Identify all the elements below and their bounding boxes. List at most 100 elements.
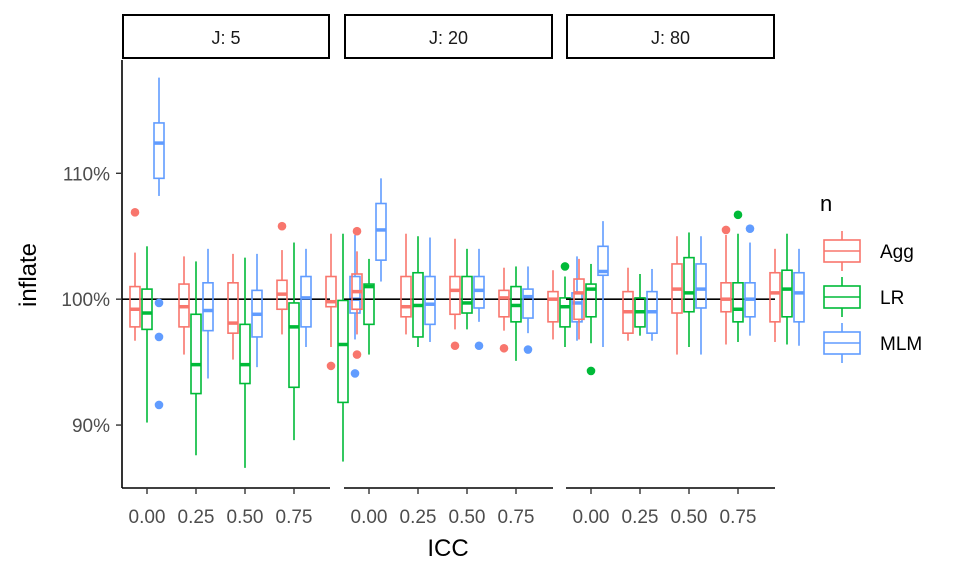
facet-strip: [122, 14, 330, 59]
box-iqr: [573, 278, 585, 321]
box-mlm: [646, 268, 658, 341]
outlier-point: [450, 341, 460, 351]
x-tick-label: 0.25: [178, 507, 215, 528]
box-agg: [351, 226, 363, 359]
box-iqr: [683, 256, 695, 313]
x-tick-label: 0.00: [351, 507, 388, 528]
legend-label: Agg: [880, 242, 914, 263]
outlier-point: [350, 369, 360, 378]
box-mlm: [251, 253, 263, 368]
x-tick-label: 0.75: [276, 507, 313, 528]
box-iqr: [585, 283, 597, 318]
x-tick-label: 0.25: [400, 507, 437, 528]
outlier-point: [130, 208, 140, 217]
box-iqr: [202, 282, 214, 332]
box-lr: [190, 261, 202, 456]
box-lr: [461, 248, 473, 330]
x-tick-label: 0.75: [720, 507, 757, 528]
box-iqr: [141, 288, 153, 331]
outlier-point: [154, 332, 164, 342]
x-tick-label: 0.00: [573, 507, 610, 528]
box-mlm: [793, 248, 805, 346]
box-iqr: [325, 275, 337, 308]
x-axis-panel-3: 0.00 0.25 0.50 0.75: [566, 487, 775, 528]
box-agg: [498, 267, 510, 353]
box-mlm: [473, 248, 485, 351]
outlier-point: [499, 343, 509, 353]
panels-layer: J: 5 J: 20 J: 80: [122, 14, 805, 468]
y-axis-title: inflate: [15, 243, 42, 307]
box-mlm: [375, 178, 387, 282]
box-mlm: [744, 224, 756, 336]
outlier-point: [352, 350, 362, 359]
box-agg: [178, 256, 190, 355]
box-iqr: [337, 299, 349, 404]
legend-title: n: [820, 191, 832, 216]
box-agg: [547, 270, 559, 340]
box-iqr: [732, 282, 744, 323]
outlier-point: [154, 400, 164, 410]
outlier-point: [586, 366, 596, 376]
legend-label: MLM: [880, 334, 922, 355]
box-iqr: [300, 275, 312, 328]
panel-3: J: 80: [566, 14, 805, 376]
box-lr: [337, 233, 349, 462]
box-iqr: [288, 302, 300, 389]
x-tick-label: 0.50: [227, 507, 264, 528]
box-iqr: [793, 271, 805, 323]
x-axis-title: ICC: [427, 535, 468, 562]
x-tick-label: 0.00: [129, 507, 166, 528]
box-agg: [769, 248, 781, 342]
facet-strip: [344, 14, 553, 59]
box-iqr: [769, 271, 781, 323]
panel-1: J: 5: [122, 14, 361, 468]
y-axis: 90% 100% 110%: [61, 60, 123, 488]
box-agg: [129, 208, 141, 341]
outlier-point: [523, 345, 533, 354]
box-iqr: [498, 289, 510, 318]
box-mlm: [202, 248, 214, 379]
box-mlm: [300, 248, 312, 348]
box-iqr: [461, 275, 473, 314]
box-iqr: [227, 282, 239, 334]
box-iqr: [559, 297, 571, 328]
box-iqr: [349, 275, 361, 314]
x-tick-label: 0.25: [622, 507, 659, 528]
box-iqr: [363, 283, 375, 326]
legend-entry-lr: LR: [823, 277, 904, 317]
box-iqr: [424, 275, 436, 326]
box-mlm: [522, 266, 534, 354]
box-mlm: [153, 77, 165, 410]
box-iqr: [400, 275, 412, 318]
outlier-point: [352, 226, 362, 236]
box-lr: [732, 210, 744, 342]
box-agg: [622, 267, 634, 341]
box-iqr: [153, 122, 165, 180]
box-agg: [720, 225, 732, 345]
y-tick-label: 100%: [61, 290, 110, 311]
box-agg: [573, 258, 585, 340]
outlier-point: [745, 224, 755, 233]
box-lr: [141, 246, 153, 423]
box-lr: [412, 236, 424, 348]
box-lr: [363, 258, 375, 355]
box-mlm: [424, 237, 436, 342]
box-agg: [276, 221, 288, 335]
outlier-point: [560, 262, 570, 271]
box-mlm: [597, 221, 609, 348]
x-axis-panel-1: 0.00 0.25 0.50 0.75: [122, 487, 330, 528]
box-agg: [449, 238, 461, 351]
box-iqr: [190, 313, 202, 395]
y-tick-label: 90%: [72, 416, 110, 437]
box-iqr: [375, 202, 387, 261]
box-lr: [683, 232, 695, 348]
legend: n Agg LR MLM: [820, 191, 922, 363]
legend-entry-mlm: MLM: [823, 323, 922, 363]
x-axis-panel-2: 0.00 0.25 0.50 0.75: [344, 487, 553, 528]
box-lr: [585, 263, 597, 376]
box-iqr: [695, 263, 707, 309]
y-tick-label: 110%: [63, 164, 110, 185]
facet-strip: [566, 14, 775, 59]
box-iqr: [597, 245, 609, 277]
